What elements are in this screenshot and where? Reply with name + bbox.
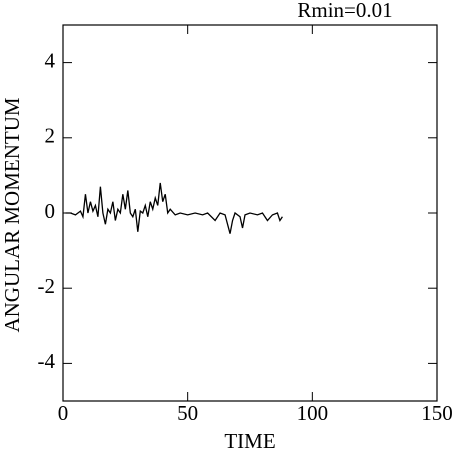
y-tick-label: -2 — [38, 274, 56, 298]
x-tick-label: 0 — [58, 401, 69, 425]
x-tick-label: 50 — [177, 401, 198, 425]
chart-title: Rmin=0.01 — [297, 0, 392, 22]
y-axis-label: ANGULAR MOMENTUM — [0, 97, 24, 332]
y-tick-label: -4 — [38, 349, 56, 373]
y-tick-label: 4 — [45, 48, 56, 72]
x-tick-label: 100 — [297, 401, 329, 425]
y-tick-label: 0 — [45, 199, 56, 223]
x-tick-label: 150 — [421, 401, 453, 425]
data-line — [65, 182, 283, 234]
x-axis-label: TIME — [224, 429, 275, 453]
y-tick-label: 2 — [45, 124, 56, 148]
